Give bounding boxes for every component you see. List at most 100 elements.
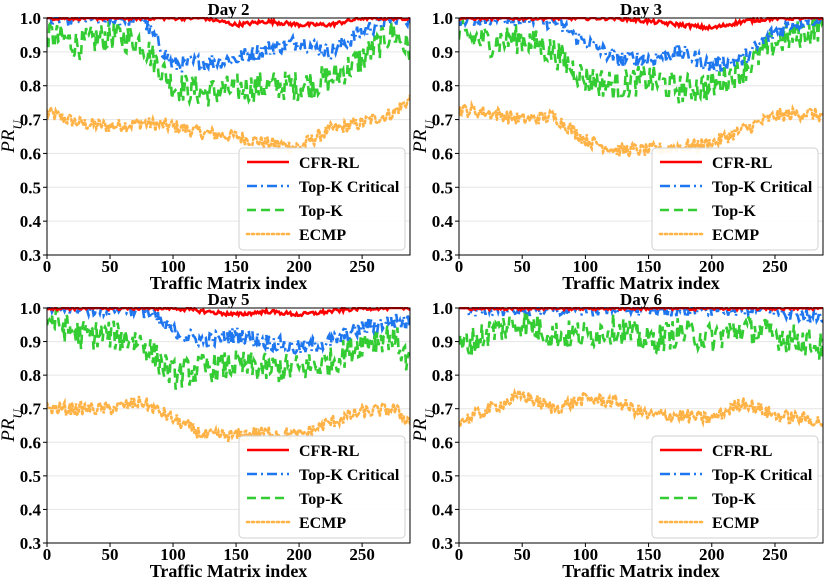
y-tick-label: 0.4 xyxy=(432,500,454,519)
legend-label: Top-K Critical xyxy=(299,179,400,196)
series-line-cfr-rl xyxy=(47,17,410,29)
y-axis-label: PRU xyxy=(0,408,25,443)
series-line-top-k xyxy=(459,17,823,104)
series-line-top-k-critical xyxy=(459,17,823,74)
legend: CFR-RL Top-K Critical Top-K ECMP xyxy=(238,147,406,251)
series-line-ecmp xyxy=(459,99,823,160)
y-axis-label: PRU xyxy=(410,119,437,154)
x-axis-label: Traffic Matrix index xyxy=(562,273,720,293)
chart-title: Day 3 xyxy=(620,0,662,19)
legend-label: Top-K Critical xyxy=(299,467,400,484)
x-tick-label: 0 xyxy=(455,257,464,276)
y-tick-label: 1.0 xyxy=(20,299,41,318)
y-tick-label: 0.9 xyxy=(20,43,41,62)
series-line-cfr-rl xyxy=(47,307,410,319)
x-tick-label: 0 xyxy=(455,545,464,564)
chart-panel-4: 0.3 0.4 0.5 0.6 0.7 0.8 0.9 1.0 0 50 100 150 200 250 D… xyxy=(410,290,824,581)
chart-panel-2: 0.3 0.4 0.5 0.6 0.7 0.8 0.9 1.0 0 50 100 150 200 250 D… xyxy=(410,0,824,293)
y-axis-label-sub: U xyxy=(422,119,437,130)
y-axis-label: PRU xyxy=(410,408,437,443)
x-tick-label: 200 xyxy=(286,257,312,276)
chart-title: Day 5 xyxy=(207,290,249,309)
y-tick-label: 0.8 xyxy=(20,366,41,385)
legend-label: Top-K xyxy=(299,491,343,508)
y-axis-label-sub: U xyxy=(422,408,437,419)
y-tick-label: 0.8 xyxy=(432,366,453,385)
y-axis-label-sub: U xyxy=(10,119,25,130)
legend-label: ECMP xyxy=(299,227,346,244)
axes-frame xyxy=(458,17,824,256)
x-tick-label: 150 xyxy=(223,257,249,276)
legend-label: CFR-RL xyxy=(712,443,772,460)
x-tick-label: 100 xyxy=(160,257,186,276)
x-tick-label: 100 xyxy=(160,545,186,564)
legend-label: Top-K xyxy=(299,203,343,220)
series-line-top-k xyxy=(47,307,410,390)
y-tick-label: 0.4 xyxy=(20,212,42,231)
x-tick-label: 150 xyxy=(223,545,249,564)
y-tick-label: 0.4 xyxy=(20,500,42,519)
legend-box xyxy=(651,435,819,539)
x-tick-label: 250 xyxy=(349,545,375,564)
legend-label: Top-K Critical xyxy=(712,467,813,484)
x-tick-label: 150 xyxy=(636,545,662,564)
y-tick-label: 0.5 xyxy=(432,467,453,486)
y-tick-label: 0.7 xyxy=(432,400,454,419)
legend-box xyxy=(238,147,406,251)
x-tick-label: 0 xyxy=(43,257,52,276)
series-line-top-k xyxy=(47,20,410,108)
x-axis-label: Traffic Matrix index xyxy=(150,561,308,581)
y-tick-label: 0.5 xyxy=(20,467,41,486)
series-line-ecmp xyxy=(47,94,410,155)
x-tick-label: 100 xyxy=(573,257,599,276)
legend-label: CFR-RL xyxy=(299,443,359,460)
y-tick-label: 1.0 xyxy=(432,9,453,28)
x-tick-label: 100 xyxy=(573,545,599,564)
legend-label: Top-K Critical xyxy=(712,179,813,196)
x-tick-label: 50 xyxy=(102,545,119,564)
series-line-cfr-rl xyxy=(459,17,823,32)
y-axis-label-main: PR xyxy=(410,418,431,443)
x-tick-label: 200 xyxy=(699,257,725,276)
legend-box xyxy=(651,147,819,251)
y-tick-label: 0.6 xyxy=(20,433,41,452)
legend: CFR-RL Top-K Critical Top-K ECMP xyxy=(651,147,819,251)
x-tick-label: 200 xyxy=(699,545,725,564)
y-tick-label: 0.7 xyxy=(432,111,454,130)
y-axis-label-main: PR xyxy=(0,129,19,154)
axes-frame xyxy=(458,307,824,544)
series-line-ecmp xyxy=(47,395,410,444)
y-tick-label: 0.4 xyxy=(432,212,454,231)
y-tick-label: 0.8 xyxy=(432,77,453,96)
y-tick-label: 0.3 xyxy=(432,534,453,553)
legend-label: Top-K xyxy=(712,491,756,508)
y-tick-label: 1.0 xyxy=(20,9,41,28)
x-tick-label: 200 xyxy=(286,545,312,564)
y-axis-label-sub: U xyxy=(10,408,25,419)
legend: CFR-RL Top-K Critical Top-K ECMP xyxy=(651,435,819,539)
x-tick-label: 250 xyxy=(762,257,788,276)
y-tick-label: 0.3 xyxy=(20,246,41,265)
y-tick-label: 0.9 xyxy=(432,43,453,62)
y-tick-label: 0.6 xyxy=(432,144,453,163)
x-axis-label: Traffic Matrix index xyxy=(150,273,308,293)
x-tick-label: 50 xyxy=(514,545,531,564)
y-tick-label: 0.7 xyxy=(20,400,42,419)
chart-title: Day 2 xyxy=(207,0,249,19)
legend-label: CFR-RL xyxy=(299,155,359,172)
y-axis-label-main: PR xyxy=(410,129,431,154)
y-axis-label-main: PR xyxy=(0,418,19,443)
legend-label: ECMP xyxy=(712,515,759,532)
y-tick-label: 0.6 xyxy=(20,144,41,163)
chart-title: Day 6 xyxy=(620,290,662,309)
y-tick-label: 0.5 xyxy=(432,178,453,197)
y-tick-label: 0.9 xyxy=(20,333,41,352)
y-tick-label: 0.3 xyxy=(432,246,453,265)
y-tick-label: 0.5 xyxy=(20,178,41,197)
legend-label: ECMP xyxy=(712,227,759,244)
series-line-ecmp xyxy=(459,387,823,432)
legend-box xyxy=(238,435,406,539)
y-tick-label: 0.6 xyxy=(432,433,453,452)
x-tick-label: 150 xyxy=(636,257,662,276)
